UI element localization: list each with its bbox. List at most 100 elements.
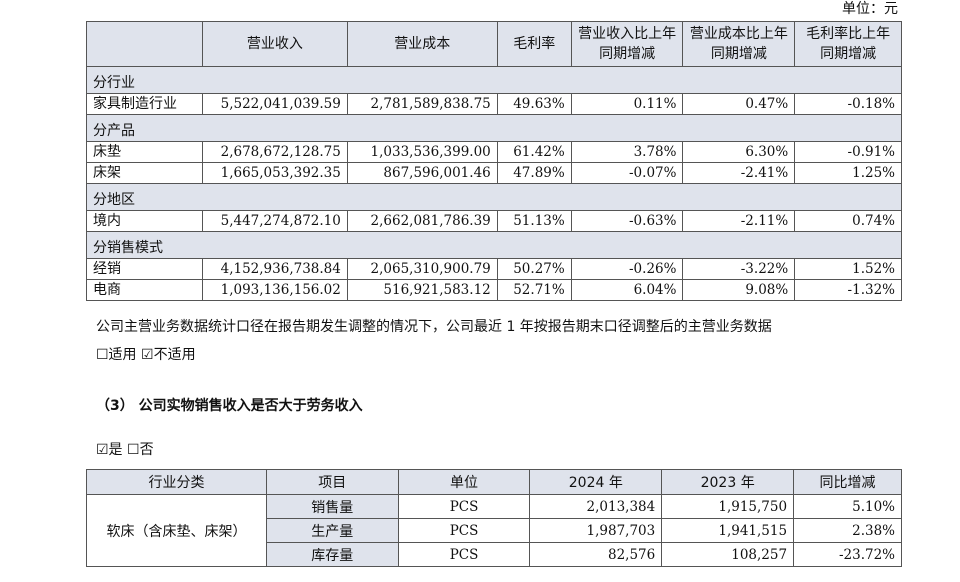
section-title: 分行业 (86, 66, 902, 94)
margin-cell: 52.71% (496, 279, 572, 301)
header-cell: 营业收入 (201, 21, 348, 67)
sales-volume-table: 行业分类 项目 单位 2024 年 2023 年 同比增减 软床（含床垫、床架）… (86, 469, 902, 567)
header-cell: 项目 (265, 469, 399, 495)
item-cell: 库存量 (265, 542, 399, 567)
section-row: 分地区 (86, 183, 902, 211)
rev-change-cell: -0.26% (570, 258, 684, 280)
table-row: 生产量 PCS 1,987,703 1,941,515 2.38% (87, 518, 902, 543)
main-business-table: 营业收入 营业成本 毛利率 营业收入比上年同期增减 营业成本比上年同期增减 毛利… (86, 21, 902, 301)
header-cell: 2024 年 (529, 469, 663, 495)
margin-cell: 61.42% (496, 141, 572, 163)
cost-change-cell: 6.30% (682, 141, 796, 163)
table-header-row: 营业收入 营业成本 毛利率 营业收入比上年同期增减 营业成本比上年同期增减 毛利… (86, 21, 902, 67)
y2023-cell: 1,915,750 (661, 494, 795, 519)
table-row: 家具制造行业 5,522,041,039.59 2,781,589,838.75… (86, 93, 902, 115)
row-name: 床架 (86, 162, 203, 184)
y2024-cell: 2,013,384 (529, 494, 663, 519)
table-row: 库存量 PCS 82,576 108,257 -23.72% (87, 542, 902, 567)
apply-checkbox: ☐适用 (96, 347, 137, 363)
y2024-cell: 82,576 (529, 542, 663, 567)
margin-cell: 49.63% (496, 93, 572, 115)
cost-cell: 2,065,310,900.79 (346, 258, 498, 280)
adjustment-note: 公司主营业务数据统计口径在报告期发生调整的情况下，公司最近 1 年按报告期末口径… (96, 319, 772, 335)
unit-cell: PCS (397, 518, 531, 543)
unit-label: 单位：元 (842, 1, 898, 17)
header-cell (86, 21, 203, 67)
y2023-cell: 108,257 (661, 542, 795, 567)
category-cell: 软床（含床垫、床架） (86, 494, 267, 567)
rev-change-cell: -0.63% (570, 210, 684, 232)
rev-change-cell: 6.04% (570, 279, 684, 301)
table-header-row: 行业分类 项目 单位 2024 年 2023 年 同比增减 (86, 469, 902, 495)
table-row: 软床（含床垫、床架） 销售量 PCS 2,013,384 1,915,750 5… (86, 494, 902, 567)
cost-cell: 2,781,589,838.75 (346, 93, 498, 115)
header-cell: 毛利率比上年同期增减 (794, 21, 902, 67)
cost-cell: 2,662,081,786.39 (346, 210, 498, 232)
not-apply-checkbox: ☑不适用 (141, 347, 196, 363)
item-cell: 销售量 (265, 494, 399, 519)
section-title: 分产品 (86, 114, 902, 142)
rev-change-cell: -0.07% (570, 162, 684, 184)
header-cell: 营业成本 (346, 21, 498, 67)
margin-cell: 47.89% (496, 162, 572, 184)
change-cell: -23.72% (793, 542, 902, 567)
change-cell: 5.10% (793, 494, 902, 519)
cost-change-cell: -2.41% (682, 162, 796, 184)
table-row: 床架 1,665,053,392.35 867,596,001.46 47.89… (86, 162, 902, 184)
margin-change-cell: 1.25% (794, 162, 902, 184)
revenue-cell: 5,447,274,872.10 (201, 210, 348, 232)
header-cell: 2023 年 (661, 469, 795, 495)
header-cell: 营业收入比上年同期增减 (570, 21, 684, 67)
row-name: 经销 (86, 258, 203, 280)
section-row: 分销售模式 (86, 231, 902, 259)
table-row: 床垫 2,678,672,128.75 1,033,536,399.00 61.… (86, 141, 902, 163)
y2023-cell: 1,941,515 (661, 518, 795, 543)
rev-change-cell: 3.78% (570, 141, 684, 163)
table-row: 境内 5,447,274,872.10 2,662,081,786.39 51.… (86, 210, 902, 232)
header-cell: 毛利率 (496, 21, 572, 67)
rev-change-cell: 0.11% (570, 93, 684, 115)
header-cell: 单位 (397, 469, 531, 495)
table-row: 经销 4,152,936,738.84 2,065,310,900.79 50.… (86, 258, 902, 280)
margin-change-cell: 0.74% (794, 210, 902, 232)
revenue-cell: 1,665,053,392.35 (201, 162, 348, 184)
header-cell: 营业成本比上年同期增减 (682, 21, 796, 67)
adjust-options: ☐适用 ☑不适用 (96, 344, 196, 364)
section3-options: ☑是 ☐否 (96, 439, 154, 459)
section-row: 分行业 (86, 66, 902, 94)
cost-cell: 1,033,536,399.00 (346, 141, 498, 163)
margin-change-cell: -0.91% (794, 141, 902, 163)
section-row: 分产品 (86, 114, 902, 142)
cost-cell: 867,596,001.46 (346, 162, 498, 184)
revenue-cell: 2,678,672,128.75 (201, 141, 348, 163)
cost-change-cell: 9.08% (682, 279, 796, 301)
cost-change-cell: 0.47% (682, 93, 796, 115)
row-name: 家具制造行业 (86, 93, 203, 115)
yes-checkbox: ☑是 (96, 442, 123, 458)
unit-cell: PCS (397, 542, 531, 567)
section-heading: （3） 公司实物销售收入是否大于劳务收入 (96, 398, 363, 414)
revenue-cell: 4,152,936,738.84 (201, 258, 348, 280)
cost-change-cell: -3.22% (682, 258, 796, 280)
table-row: 电商 1,093,136,156.02 516,921,583.12 52.71… (86, 279, 902, 301)
cost-change-cell: -2.11% (682, 210, 796, 232)
item-cell: 生产量 (265, 518, 399, 543)
row-name: 境内 (86, 210, 203, 232)
y2024-cell: 1,987,703 (529, 518, 663, 543)
revenue-cell: 5,522,041,039.59 (201, 93, 348, 115)
row-name: 床垫 (86, 141, 203, 163)
change-cell: 2.38% (793, 518, 902, 543)
revenue-cell: 1,093,136,156.02 (201, 279, 348, 301)
margin-change-cell: -1.32% (794, 279, 902, 301)
margin-cell: 50.27% (496, 258, 572, 280)
unit-cell: PCS (397, 494, 531, 519)
section-title: 分销售模式 (86, 231, 902, 259)
row-name: 电商 (86, 279, 203, 301)
section-title: 分地区 (86, 183, 902, 211)
margin-change-cell: 1.52% (794, 258, 902, 280)
header-cell: 同比增减 (793, 469, 902, 495)
no-checkbox: ☐否 (127, 442, 154, 458)
margin-change-cell: -0.18% (794, 93, 902, 115)
header-cell: 行业分类 (86, 469, 267, 495)
margin-cell: 51.13% (496, 210, 572, 232)
